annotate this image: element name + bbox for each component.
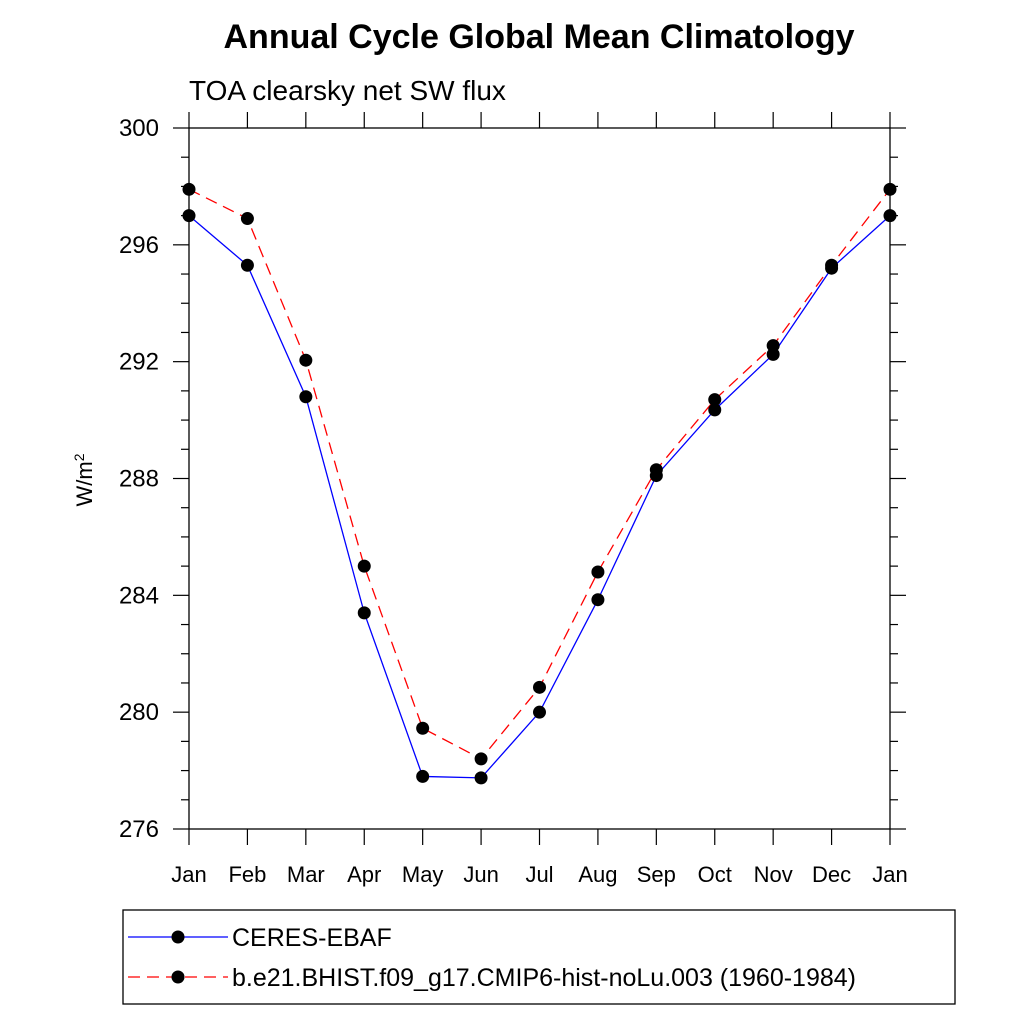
x-tick-label: Aug xyxy=(578,862,617,887)
data-point-series-1 xyxy=(416,721,430,735)
data-point-series-1 xyxy=(182,182,196,196)
data-point-series-0 xyxy=(883,209,897,223)
plot-frame xyxy=(188,127,891,830)
legend-label-1: b.e21.BHIST.f09_g17.CMIP6-hist-noLu.003 … xyxy=(232,964,856,992)
x-tick-label: Jun xyxy=(463,862,498,887)
y-tick-label: 300 xyxy=(119,115,159,142)
y-tick-label: 288 xyxy=(119,466,159,493)
data-point-series-1 xyxy=(883,182,897,196)
chart-subtitle: TOA clearsky net SW flux xyxy=(189,75,506,106)
legend-label-0: CERES-EBAF xyxy=(232,924,392,952)
legend-items: CERES-EBAF b.e21.BHIST.f09_g17.CMIP6-hist… xyxy=(128,924,856,992)
legend-marker-0 xyxy=(171,930,185,944)
x-tick-label: Feb xyxy=(228,862,266,887)
chart-title: Annual Cycle Global Mean Climatology xyxy=(224,18,855,56)
data-point-series-1 xyxy=(766,339,780,353)
y-axis-label-exponent: 2 xyxy=(71,453,87,461)
y-axis-label: W/m2 xyxy=(71,453,97,506)
x-tick-label: Jan xyxy=(171,862,206,887)
data-point-series-1 xyxy=(591,565,605,579)
data-point-series-1 xyxy=(474,752,488,766)
data-point-series-1 xyxy=(708,393,722,407)
x-tick-label: Dec xyxy=(812,862,851,887)
data-point-series-0 xyxy=(416,769,430,783)
data-point-series-1 xyxy=(357,559,371,573)
data-point-series-1 xyxy=(240,212,254,226)
data-point-series-0 xyxy=(357,606,371,620)
legend xyxy=(122,909,956,1005)
legend-marker-1 xyxy=(171,970,185,984)
x-tick-label: Oct xyxy=(698,862,732,887)
data-point-series-0 xyxy=(299,390,313,404)
data-point-series-0 xyxy=(182,209,196,223)
x-tick-label: Sep xyxy=(637,862,676,887)
data-point-series-0 xyxy=(533,705,546,719)
data-point-series-0 xyxy=(474,771,488,785)
y-tick-label: 292 xyxy=(119,349,159,376)
x-tick-label: May xyxy=(402,862,444,887)
x-tick-labels: Jan Feb Mar Apr May Jun Jul Aug Sep Oct Nov Dec Jan xyxy=(171,862,907,887)
data-point-series-0 xyxy=(591,593,605,607)
data-point-series-0 xyxy=(708,403,722,417)
data-point-series-1 xyxy=(533,680,546,694)
series-line-1 xyxy=(188,188,891,760)
x-tick-label: Jul xyxy=(525,862,553,887)
axis-ticks xyxy=(173,112,906,845)
x-tick-label: Jan xyxy=(872,862,907,887)
y-tick-labels: 276 280 284 288 292 296 300 xyxy=(119,115,159,843)
x-tick-label: Mar xyxy=(287,862,325,887)
y-tick-label: 284 xyxy=(119,582,159,609)
x-tick-label: Apr xyxy=(347,862,381,887)
y-tick-label: 280 xyxy=(119,699,159,726)
series-layer xyxy=(182,182,897,785)
y-tick-label: 276 xyxy=(119,816,159,843)
y-axis-label-unit: W/m xyxy=(72,461,97,506)
data-point-series-1 xyxy=(825,258,839,272)
data-point-series-1 xyxy=(299,353,313,367)
y-tick-label: 296 xyxy=(119,232,159,259)
data-point-series-0 xyxy=(240,258,254,272)
data-point-series-1 xyxy=(649,463,663,477)
x-tick-label: Nov xyxy=(754,862,793,887)
